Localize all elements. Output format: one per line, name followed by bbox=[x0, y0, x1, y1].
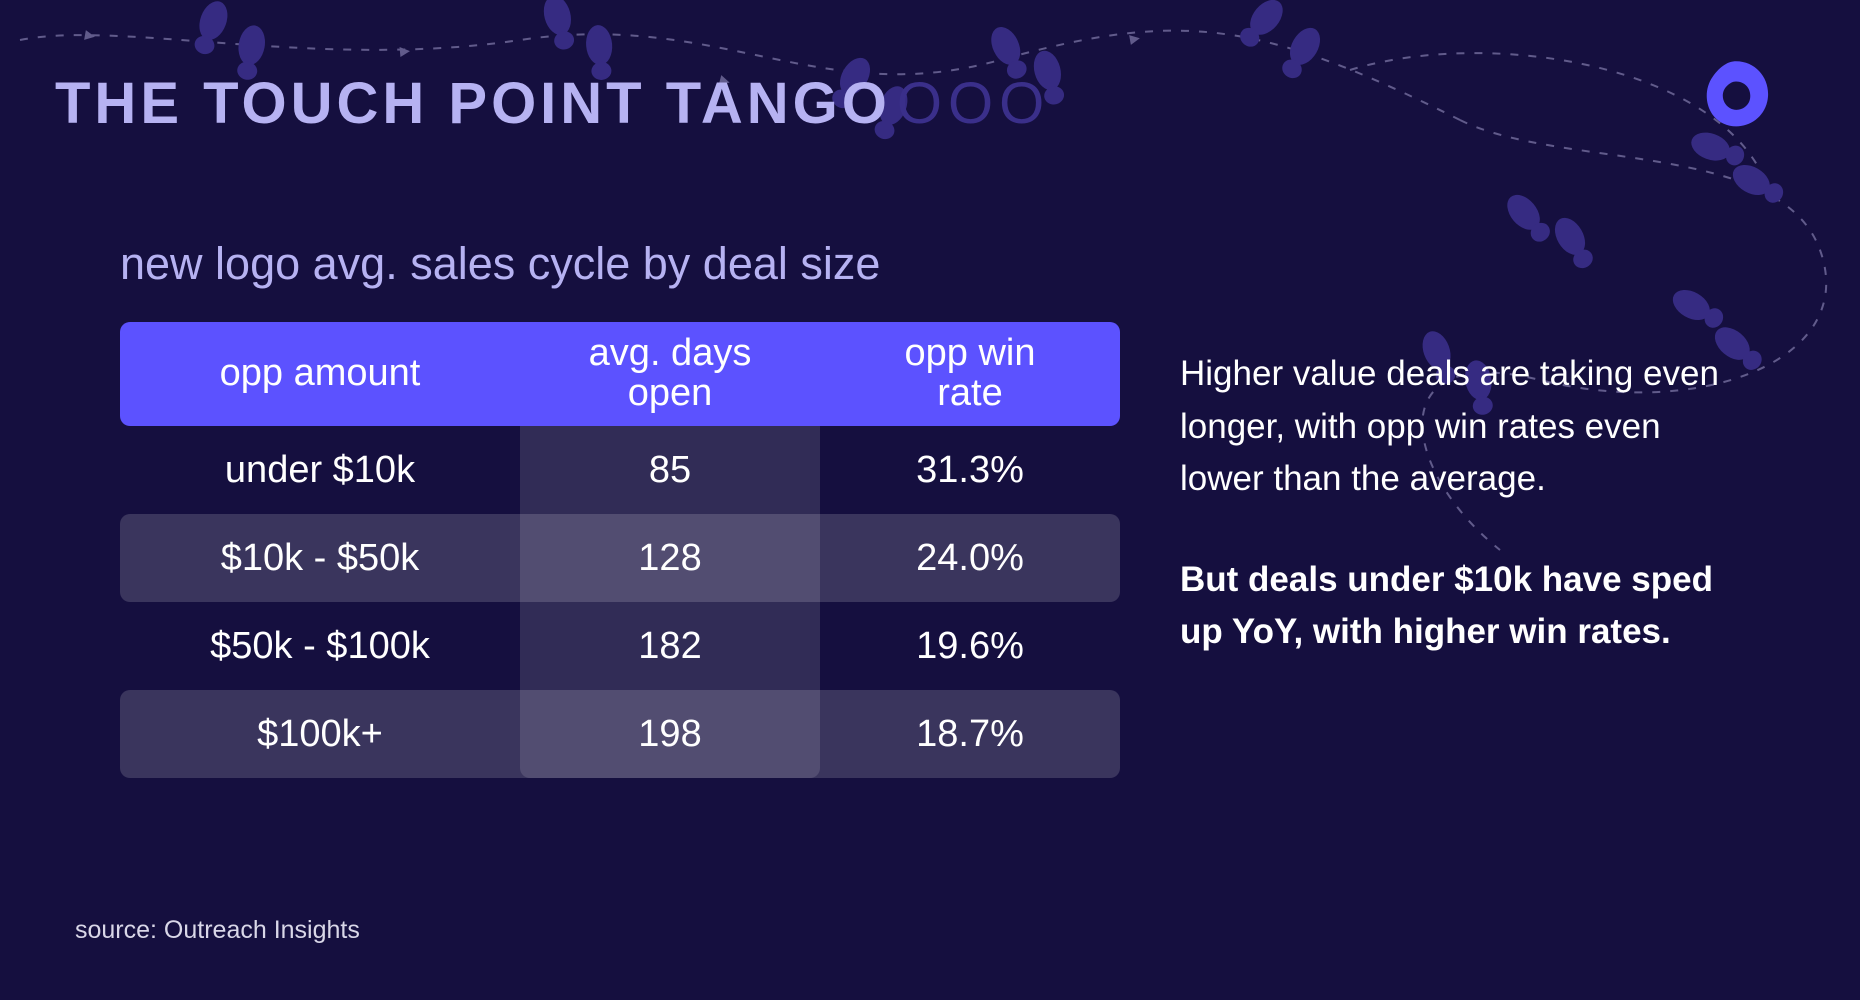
commentary-paragraph-bold: But deals under $10k have sped up YoY, w… bbox=[1180, 554, 1740, 659]
commentary-paragraph: Higher value deals are taking even longe… bbox=[1180, 348, 1740, 506]
table-cell: under $10k bbox=[120, 449, 520, 492]
content-area: new logo avg. sales cycle by deal size o… bbox=[120, 238, 1740, 778]
table-cell: 19.6% bbox=[820, 625, 1120, 668]
table-cell: 18.7% bbox=[820, 713, 1120, 756]
page-title-text: THE TOUCH POINT TANGO bbox=[55, 70, 891, 137]
section-subtitle: new logo avg. sales cycle by deal size bbox=[120, 238, 1120, 290]
table-cell: 31.3% bbox=[820, 449, 1120, 492]
table-row: $100k+19818.7% bbox=[120, 690, 1120, 778]
table-cell: $10k - $50k bbox=[120, 537, 520, 580]
table-header-row: opp amount avg. daysopen opp winrate bbox=[120, 322, 1120, 426]
table-row: $50k - $100k18219.6% bbox=[120, 602, 1120, 690]
table-cell: 85 bbox=[520, 449, 820, 492]
page-title-accent: OOO bbox=[897, 70, 1050, 137]
brand-logo bbox=[1697, 55, 1775, 133]
table-col-header: avg. daysopen bbox=[520, 334, 820, 414]
sales-cycle-table: opp amount avg. daysopen opp winrate und… bbox=[120, 322, 1120, 778]
table-col-header: opp amount bbox=[120, 354, 520, 394]
table-cell: 128 bbox=[520, 537, 820, 580]
commentary-section: Higher value deals are taking even longe… bbox=[1180, 238, 1740, 778]
table-cell: 198 bbox=[520, 713, 820, 756]
table-row: $10k - $50k12824.0% bbox=[120, 514, 1120, 602]
source-attribution: source: Outreach Insights bbox=[75, 916, 360, 945]
table-body: under $10k8531.3%$10k - $50k12824.0%$50k… bbox=[120, 426, 1120, 778]
table-cell: $100k+ bbox=[120, 713, 520, 756]
table-cell: 24.0% bbox=[820, 537, 1120, 580]
table-col-header: opp winrate bbox=[820, 334, 1120, 414]
table-cell: $50k - $100k bbox=[120, 625, 520, 668]
table-cell: 182 bbox=[520, 625, 820, 668]
table-row: under $10k8531.3% bbox=[120, 426, 1120, 514]
page-title: THE TOUCH POINT TANGO OOO bbox=[55, 70, 1050, 137]
table-section: new logo avg. sales cycle by deal size o… bbox=[120, 238, 1120, 778]
